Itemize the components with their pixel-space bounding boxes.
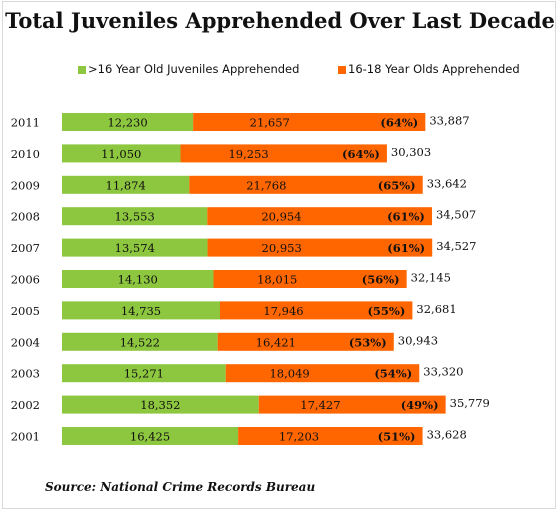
bar-segment-orange (217, 332, 394, 351)
bar-segment-green (62, 144, 181, 163)
bar-segment-green (62, 113, 194, 131)
legend-swatch-orange (338, 66, 346, 74)
total-label: 30,943 (398, 333, 438, 347)
bar-segment-orange (193, 113, 426, 131)
data-label-orange: 17,203 (279, 430, 319, 444)
percent-label: (56%) (362, 273, 400, 287)
data-label-orange: 18,015 (257, 273, 297, 287)
category-label: 2004 (11, 335, 40, 349)
bar-segment-orange (213, 270, 407, 288)
category-label: 2005 (11, 304, 40, 318)
total-label: 33,642 (427, 176, 467, 190)
total-label: 30,303 (391, 145, 431, 159)
data-label-green: 14,735 (121, 304, 161, 318)
percent-label: (64%) (380, 116, 418, 130)
bar-segment-green (62, 207, 208, 226)
bar-segment-green (62, 427, 239, 445)
data-label-green: 12,230 (107, 116, 147, 130)
bar-segment-orange (258, 395, 446, 414)
total-label: 33,320 (423, 365, 463, 379)
bar-segment-orange (180, 144, 387, 163)
legend-swatch-green (78, 66, 86, 74)
total-label: 32,681 (416, 302, 456, 316)
category-label: 2002 (11, 398, 40, 412)
legend-label-green: >16 Year Old Juveniles Apprehended (88, 62, 300, 76)
percent-label: (49%) (401, 398, 439, 412)
category-label: 2011 (11, 116, 40, 130)
percent-label: (55%) (367, 304, 405, 318)
bar-segment-orange (225, 364, 420, 383)
bar-segment-orange (238, 427, 423, 445)
bar-segment-green (62, 301, 220, 320)
data-label-green: 15,271 (124, 367, 164, 381)
category-label: 2006 (11, 273, 40, 287)
bar-segment-orange (189, 175, 423, 194)
category-label: 2010 (11, 147, 40, 161)
data-label-orange: 17,427 (300, 398, 340, 412)
source-note: Source: National Crime Records Bureau (45, 480, 316, 494)
data-label-green: 14,130 (118, 273, 158, 287)
data-label-green: 11,050 (101, 147, 141, 161)
total-label: 34,527 (436, 239, 476, 253)
category-label: 2001 (11, 430, 40, 444)
total-label: 33,887 (429, 114, 469, 128)
category-label: 2009 (11, 178, 40, 192)
data-label-orange: 19,253 (228, 147, 268, 161)
percent-label: (53%) (349, 335, 387, 349)
bar-segment-green (62, 238, 208, 257)
data-label-orange: 21,657 (250, 116, 290, 130)
percent-label: (61%) (387, 241, 425, 255)
data-label-green: 18,352 (140, 398, 180, 412)
data-label-orange: 20,954 (261, 210, 301, 224)
category-label: 2003 (11, 367, 40, 381)
percent-label: (54%) (374, 367, 412, 381)
total-label: 34,507 (436, 208, 476, 222)
data-label-orange: 17,946 (263, 304, 303, 318)
data-label-orange: 18,049 (269, 367, 309, 381)
data-label-green: 13,553 (115, 210, 155, 224)
bar-segment-green (62, 332, 218, 351)
percent-label: (64%) (342, 147, 380, 161)
total-label: 32,145 (411, 271, 451, 285)
total-label: 35,779 (450, 396, 490, 410)
data-label-green: 16,425 (130, 430, 170, 444)
data-label-green: 14,522 (120, 335, 160, 349)
percent-label: (51%) (378, 430, 416, 444)
percent-label: (61%) (387, 210, 425, 224)
data-label-orange: 16,421 (256, 335, 296, 349)
data-label-green: 11,874 (106, 178, 146, 192)
bar-segment-green (62, 270, 214, 288)
category-label: 2007 (11, 241, 40, 255)
bar-segment-green (62, 395, 259, 414)
percent-label: (65%) (378, 178, 416, 192)
total-label: 33,628 (427, 428, 467, 442)
bar-segment-green (62, 364, 226, 383)
bar-segment-orange (207, 238, 433, 257)
bar-segment-orange (207, 207, 432, 226)
chart-title: Total Juveniles Apprehended Over Last De… (5, 8, 555, 33)
legend-label-orange: 16-18 Year Olds Apprehended (348, 62, 520, 76)
data-label-orange: 21,768 (246, 178, 286, 192)
chart-frame (2, 1, 556, 509)
bar-segment-orange (219, 301, 413, 320)
data-label-orange: 20,953 (262, 241, 302, 255)
category-label: 2008 (11, 210, 40, 224)
data-label-green: 13,574 (115, 241, 155, 255)
bar-segment-green (62, 175, 190, 194)
